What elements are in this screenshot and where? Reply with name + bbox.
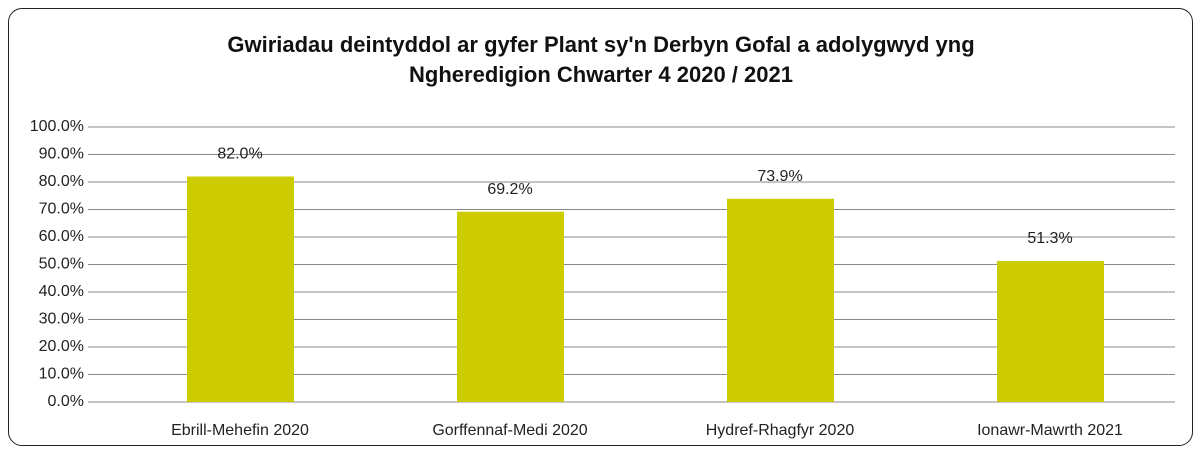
data-label: 73.9% xyxy=(757,168,802,185)
y-tick-label: 0.0% xyxy=(48,393,84,410)
y-tick-label: 60.0% xyxy=(39,228,84,245)
y-tick-label: 10.0% xyxy=(39,366,84,383)
bar xyxy=(727,198,834,402)
x-tick-label: Ionawr-Mawrth 2021 xyxy=(977,422,1123,439)
x-tick-label: Hydref-Rhagfyr 2020 xyxy=(706,422,855,439)
y-tick-label: 90.0% xyxy=(39,146,84,163)
y-tick-label: 40.0% xyxy=(39,283,84,300)
chart-title: Gwiriadau deintyddol ar gyfer Plant sy'n… xyxy=(227,32,975,87)
y-tick-label: 100.0% xyxy=(30,118,84,135)
x-tick-label: Ebrill-Mehefin 2020 xyxy=(171,422,309,439)
y-tick-label: 30.0% xyxy=(39,311,84,328)
bar xyxy=(997,260,1104,402)
data-label: 51.3% xyxy=(1027,230,1072,247)
y-tick-label: 50.0% xyxy=(39,256,84,273)
bar xyxy=(457,211,564,402)
chart-frame xyxy=(8,8,1193,446)
y-tick-label: 20.0% xyxy=(39,338,84,355)
y-tick-label: 70.0% xyxy=(39,201,84,218)
data-label: 69.2% xyxy=(487,181,532,198)
x-tick-label: Gorffennaf-Medi 2020 xyxy=(432,422,587,439)
bar xyxy=(187,176,294,402)
data-label: 82.0% xyxy=(217,146,262,163)
y-tick-label: 80.0% xyxy=(39,173,84,190)
